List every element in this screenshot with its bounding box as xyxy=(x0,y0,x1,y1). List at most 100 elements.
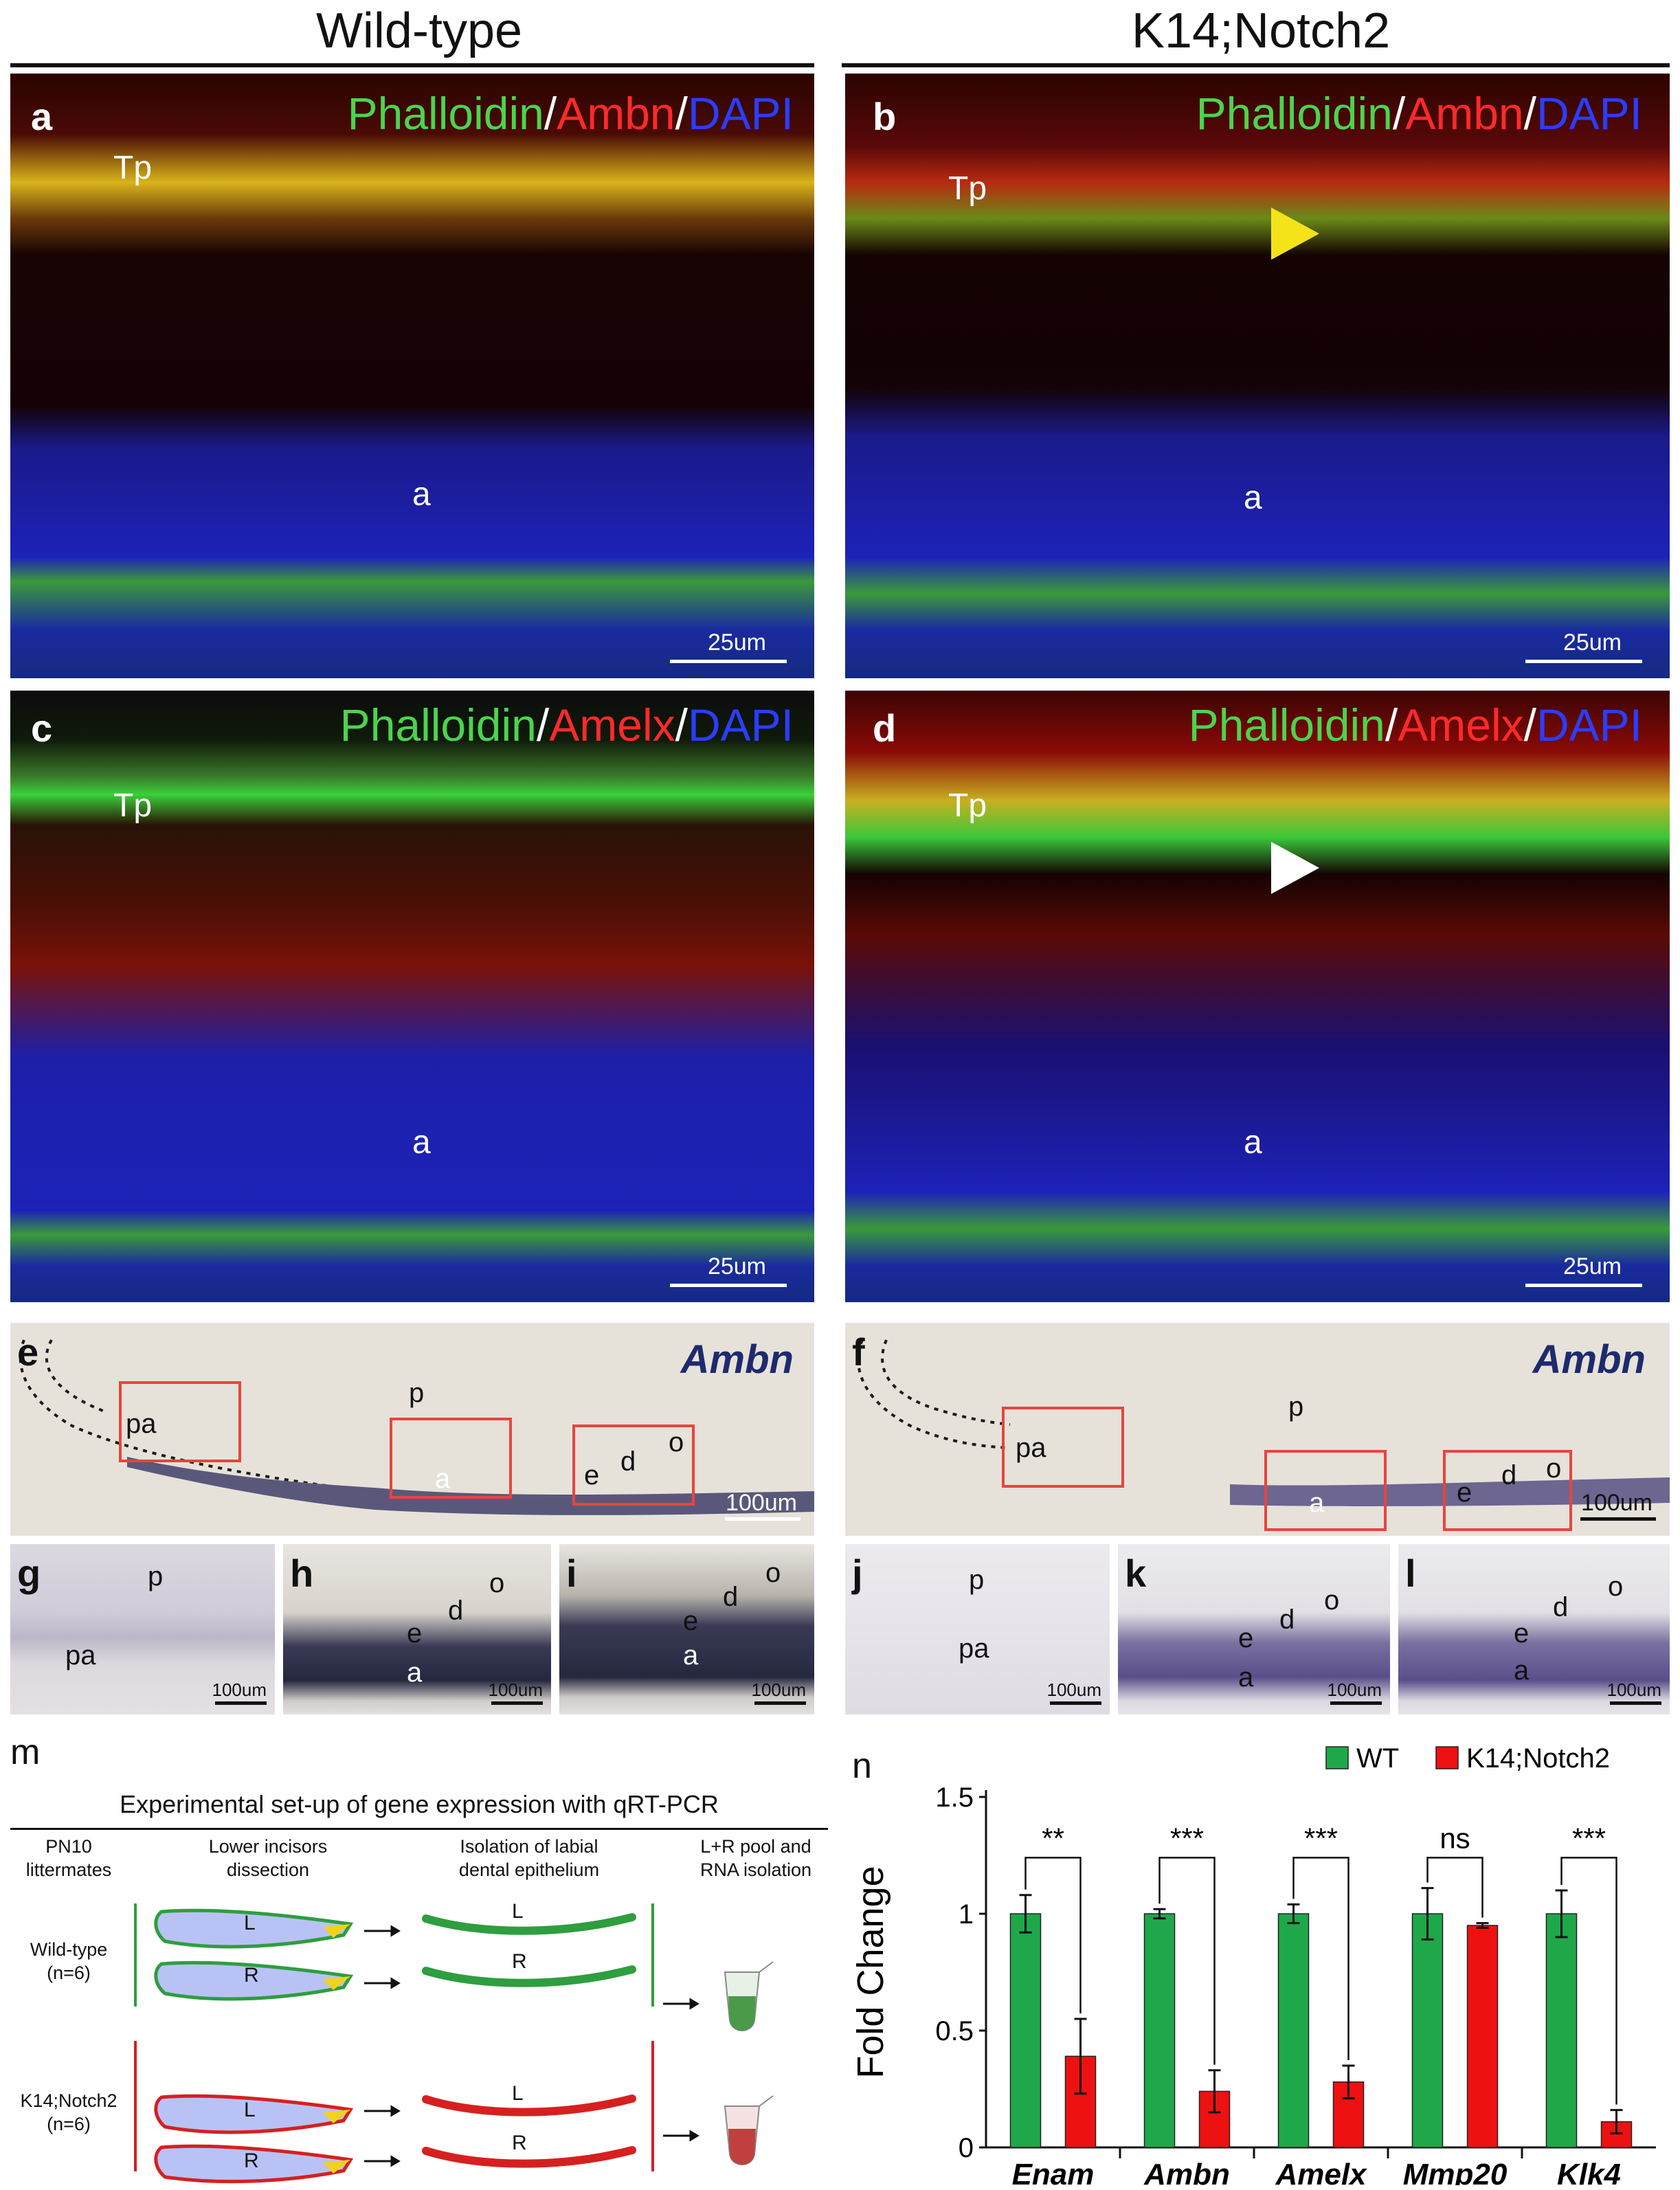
bar-mutant-mmp20 xyxy=(1466,1925,1499,2148)
tp-label-d: Tp xyxy=(948,787,987,824)
row-label-mutant: K14;Notch2 (n=6) xyxy=(20,2090,117,2134)
x-category-label: Klk4 xyxy=(1557,2158,1621,2185)
ameloblast-label-d: a xyxy=(1244,1124,1262,1161)
scale-text-a: 25um xyxy=(707,629,766,656)
schematic-drawing xyxy=(134,1903,774,2184)
pulp-label-g: p xyxy=(148,1561,164,1591)
significance-bracket xyxy=(1560,1857,1617,2105)
panel-label-a: a xyxy=(31,95,53,138)
ish-panel-l: l o d e a 100um xyxy=(1398,1544,1670,1714)
header-wild-type: Wild-type xyxy=(315,3,523,58)
incisor-label-mut-l: L xyxy=(244,2099,256,2121)
panel-label-h: h xyxy=(290,1552,314,1595)
step-label-dissection: Lower incisors dissection xyxy=(208,1836,328,1880)
panel-label-j: j xyxy=(852,1552,863,1595)
tube-mut-icon xyxy=(724,2095,774,2165)
x-category-label: Amelx xyxy=(1275,2158,1367,2185)
arrow-icons xyxy=(364,1925,699,2167)
pulp-label-j: p xyxy=(969,1565,985,1595)
gene-label-e: Ambn xyxy=(680,1337,794,1382)
panel-label-d: d xyxy=(873,706,897,750)
ameloblast-label-h: a xyxy=(407,1657,423,1688)
odontoblast-label-h: o xyxy=(489,1568,505,1598)
gene-label-f: Ambn xyxy=(1532,1337,1646,1382)
scale-text-k: 100um xyxy=(1327,1679,1382,1700)
ameloblast-label-e: a xyxy=(435,1464,451,1494)
fold-change-chart: 0 0.5 1 1.5 Fold Change ** Enam *** Ambn *** Amelx… xyxy=(850,1743,1656,2185)
bar-wt-amelx xyxy=(1277,1913,1310,2148)
legend-swatch xyxy=(1325,1746,1349,1769)
scale-text-b: 25um xyxy=(1563,629,1622,656)
tp-label-a: Tp xyxy=(113,150,153,186)
scale-text-l: 100um xyxy=(1606,1679,1662,1700)
bar-wt-enam xyxy=(1009,1913,1042,2148)
ameloblast-label-b: a xyxy=(1244,480,1262,516)
incisor-label-wt-l: L xyxy=(244,1912,256,1934)
y-axis-title: Fold Change xyxy=(850,1866,891,2078)
stain-legend-b: Phalloidin/Ambn/DAPI xyxy=(1196,88,1642,139)
incisor-wt-left-icon xyxy=(154,1908,354,1949)
dentin-label-k: d xyxy=(1279,1605,1295,1635)
epithelium-label-mut-r: R xyxy=(512,2132,527,2154)
header-mutant: K14;Notch2 xyxy=(1131,3,1391,58)
x-category-label: Enam xyxy=(1012,2158,1095,2185)
dentin-label-l: d xyxy=(1553,1592,1569,1622)
scale-bar-k xyxy=(1330,1701,1382,1705)
ish-panel-f: f Ambn p pa a e d o 100um xyxy=(845,1323,1670,1536)
incisor-label-mut-r: R xyxy=(244,2149,259,2172)
panel-label-f: f xyxy=(852,1330,865,1374)
x-category-label: Ambn xyxy=(1143,2158,1230,2185)
panel-label-l: l xyxy=(1405,1552,1416,1595)
scale-text-h: 100um xyxy=(488,1679,544,1700)
significance-label: *** xyxy=(1572,1822,1606,1854)
panel-label-i: i xyxy=(566,1552,577,1595)
significance-label: *** xyxy=(1304,1822,1338,1854)
incisor-label-wt-r: R xyxy=(244,1964,259,1987)
legend-label: WT xyxy=(1356,1743,1399,1774)
y-tick-label: 1.5 xyxy=(935,1783,974,1813)
odontoblast-label-l: o xyxy=(1608,1572,1624,1602)
epithelium-wt-left-icon xyxy=(422,1913,636,1935)
ish-panel-e: e Ambn p pa a e d o 100um xyxy=(10,1323,814,1536)
bar-wt-ambn xyxy=(1143,1913,1176,2148)
schematic-title: Experimental set-up of gene expression w… xyxy=(120,1790,719,1818)
epithelium-label-mut-l: L xyxy=(512,2082,524,2105)
panel-label-c: c xyxy=(31,706,53,750)
scale-text-f: 100um xyxy=(1581,1490,1653,1516)
header-rule-right xyxy=(842,63,1670,67)
significance-bracket xyxy=(1292,1857,1349,2060)
x-category-label: Mmp20 xyxy=(1403,2158,1508,2185)
scale-text-i: 100um xyxy=(751,1679,807,1700)
enamel-label-i: e xyxy=(683,1606,699,1636)
enamel-label-e: e xyxy=(584,1460,600,1490)
epithelium-label-wt-l: L xyxy=(512,1900,524,1923)
bar-wt-klk4 xyxy=(1545,1913,1578,2148)
dentin-label-h: d xyxy=(448,1596,464,1626)
ish-f-incisor-drawing xyxy=(857,1339,1670,1506)
row-label-wild-type: Wild-type (n=6) xyxy=(30,1939,108,1983)
scale-bar-e xyxy=(725,1517,800,1521)
enamel-label-k: e xyxy=(1238,1623,1254,1653)
significance-bracket xyxy=(1158,1857,1216,2065)
ish-panel-j: j p pa 100um xyxy=(845,1544,1110,1714)
scale-bar-f xyxy=(1580,1517,1656,1521)
scale-text-e: 100um xyxy=(726,1490,797,1516)
schematic-rule xyxy=(10,1828,828,1830)
incisor-mut-left-icon xyxy=(154,2094,354,2134)
legend-swatch xyxy=(1435,1746,1459,1769)
pulp-label-f: p xyxy=(1288,1392,1304,1422)
panel-label-b: b xyxy=(873,95,897,138)
stain-legend-d: Phalloidin/Amelx/DAPI xyxy=(1188,700,1642,750)
box-ed-e xyxy=(572,1424,695,1506)
dentin-label-i: d xyxy=(723,1582,739,1612)
significance-label: ** xyxy=(1042,1822,1064,1854)
ameloblast-label-f: a xyxy=(1309,1488,1325,1518)
scale-bar-l xyxy=(1610,1701,1661,1705)
scale-bar-i xyxy=(754,1701,806,1705)
step-label-littermates: PN10 littermates xyxy=(25,1836,112,1880)
scale-text-g: 100um xyxy=(212,1679,267,1700)
panel-label-e: e xyxy=(17,1330,39,1374)
header-rule-left xyxy=(10,63,814,67)
epithelium-label-wt-r: R xyxy=(512,1950,527,1973)
micrograph-c: c Phalloidin/Amelx/DAPI Tp a 25um xyxy=(10,691,814,1302)
